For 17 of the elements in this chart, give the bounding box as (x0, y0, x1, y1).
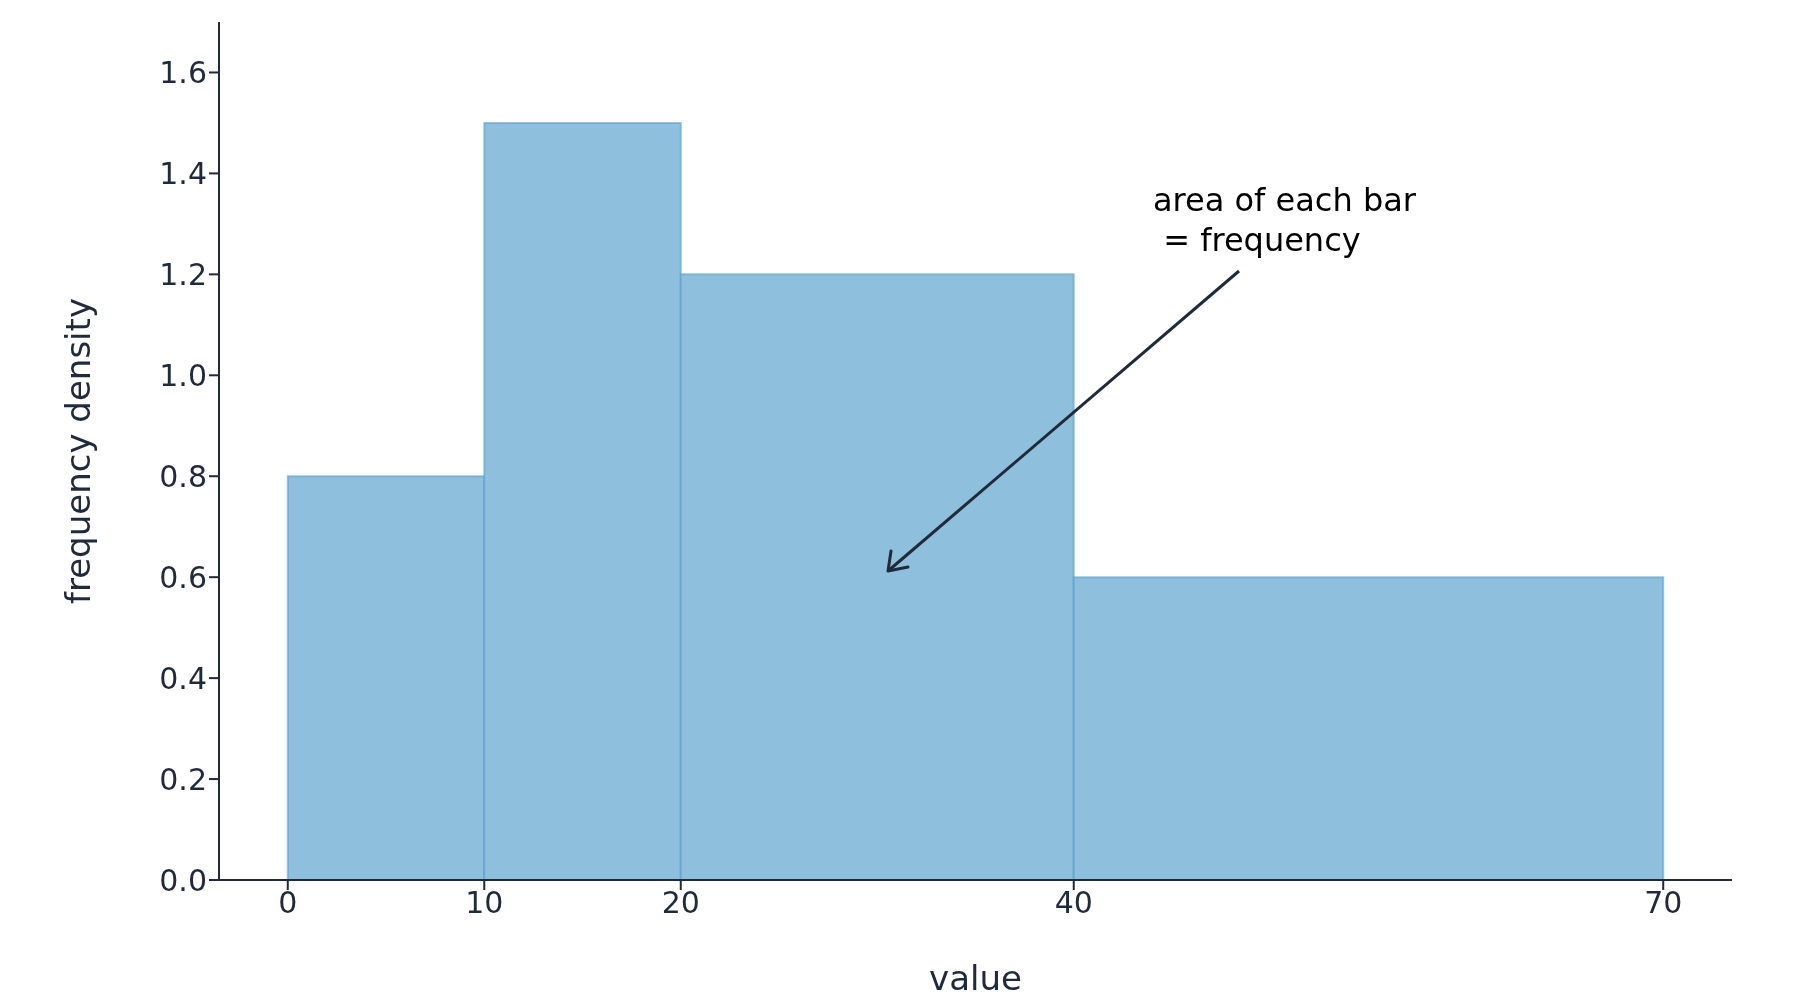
y-tick-label: 0.0 (159, 862, 207, 898)
y-tick-label: 0.2 (159, 761, 207, 797)
y-tick-label: 0.4 (159, 660, 207, 696)
x-tick-label: 40 (1054, 885, 1093, 921)
x-axis-title: value (929, 958, 1022, 998)
y-tick-label: 0.8 (159, 458, 207, 494)
y-tick-label: 1.4 (159, 156, 207, 192)
y-tick-label: 1.2 (159, 257, 207, 292)
x-tick-label: 70 (1644, 885, 1683, 921)
annotation: area of each bar = frequency (1153, 181, 1417, 259)
y-axis-title: frequency density (58, 298, 99, 604)
x-tick-label: 0 (278, 885, 298, 921)
y-tick-label: 1.6 (159, 55, 207, 91)
x-tick-label: 20 (661, 885, 700, 921)
x-tick-label: 10 (465, 885, 504, 921)
y-tick-label: 0.6 (159, 559, 207, 595)
y-tick-label: 1.0 (159, 357, 207, 393)
